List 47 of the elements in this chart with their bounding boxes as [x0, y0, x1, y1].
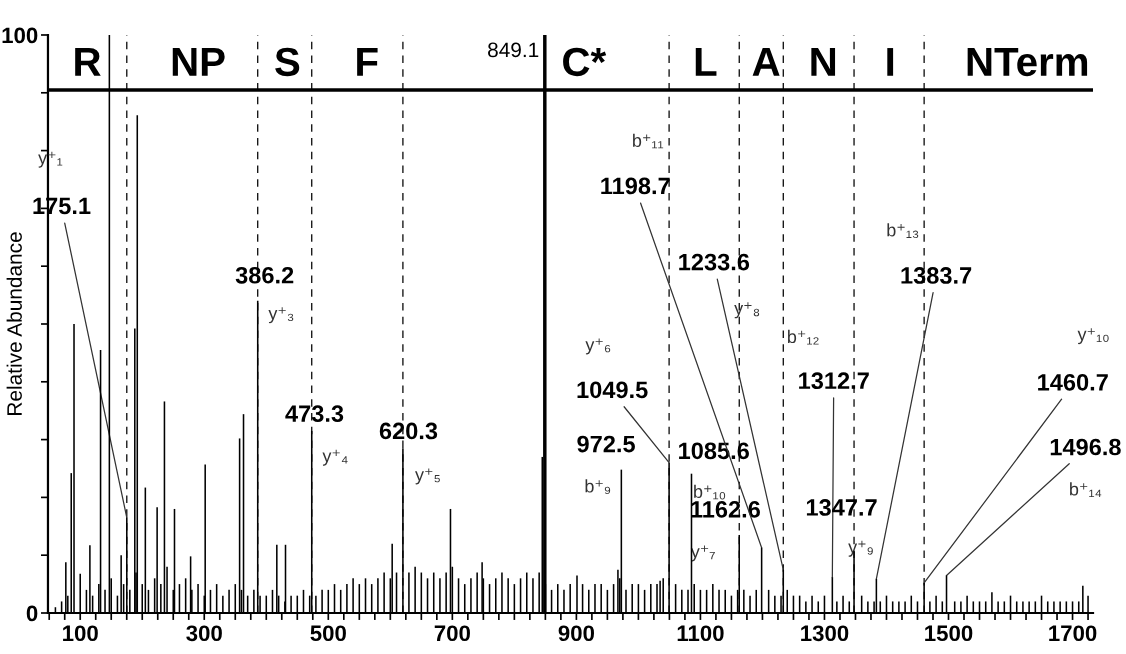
x-tick-label: 1100: [677, 625, 724, 642]
annotation: b⁺₉: [585, 479, 611, 495]
annotation: 473.3: [285, 405, 344, 423]
x-tick-label: 100: [63, 625, 98, 642]
annotation: y⁺₁₀: [1077, 328, 1109, 345]
x-tick-label: 300: [186, 625, 222, 642]
x-tick-label: 700: [434, 625, 470, 642]
annotation: N: [811, 48, 836, 76]
x-tick-label: 1300: [801, 625, 849, 642]
x-tick-label: 1500: [925, 625, 973, 642]
annotation: S: [275, 47, 300, 77]
x-tick-label: 500: [310, 625, 346, 642]
annotation: 1049.5: [577, 381, 648, 399]
annotation: y⁺₇: [690, 545, 715, 562]
annotation: 386.2: [235, 266, 294, 284]
annotation: 620.3: [379, 422, 438, 440]
annotation: y⁺₃: [268, 307, 294, 324]
annotation: b⁺₁₁: [633, 133, 664, 149]
annotation: b⁺₁₃: [887, 223, 919, 238]
annotation: 1460.7: [1038, 373, 1108, 391]
annotation: A: [752, 48, 780, 76]
annotation: 1383.7: [901, 267, 972, 284]
x-tick-label: 900: [558, 625, 595, 642]
y-axis-title: Relative Abundance: [6, 232, 22, 415]
x-tick-label: 1700: [1049, 625, 1097, 642]
y-tick-label: 0: [26, 605, 38, 622]
annotation: F: [357, 48, 378, 76]
annotation: I: [887, 48, 894, 76]
annotation: 1233.6: [679, 253, 750, 271]
annotation: y⁺₄: [322, 449, 348, 466]
annotation: 972.5: [577, 435, 635, 453]
annotation: 1312.7: [799, 372, 869, 390]
annotation: NP: [172, 48, 225, 76]
annotation: y⁺₆: [585, 338, 611, 355]
annotation: b⁺₁₀: [694, 484, 726, 500]
annotation: NTerm: [967, 48, 1088, 77]
annotation: b⁺₁₂: [788, 329, 819, 345]
annotation: 1198.7: [601, 177, 670, 195]
annotation: y⁺₉: [848, 540, 873, 557]
annotation: C*: [563, 47, 607, 77]
annotation: 1496.8: [1050, 438, 1121, 456]
annotation: R: [75, 48, 101, 76]
ref-line-label: 849.1: [488, 42, 539, 58]
annotation: y⁺₅: [415, 468, 440, 485]
annotation: y⁺₈: [734, 302, 760, 319]
annotation: L: [695, 48, 717, 76]
annotation: b⁺₁₄: [1070, 482, 1102, 497]
